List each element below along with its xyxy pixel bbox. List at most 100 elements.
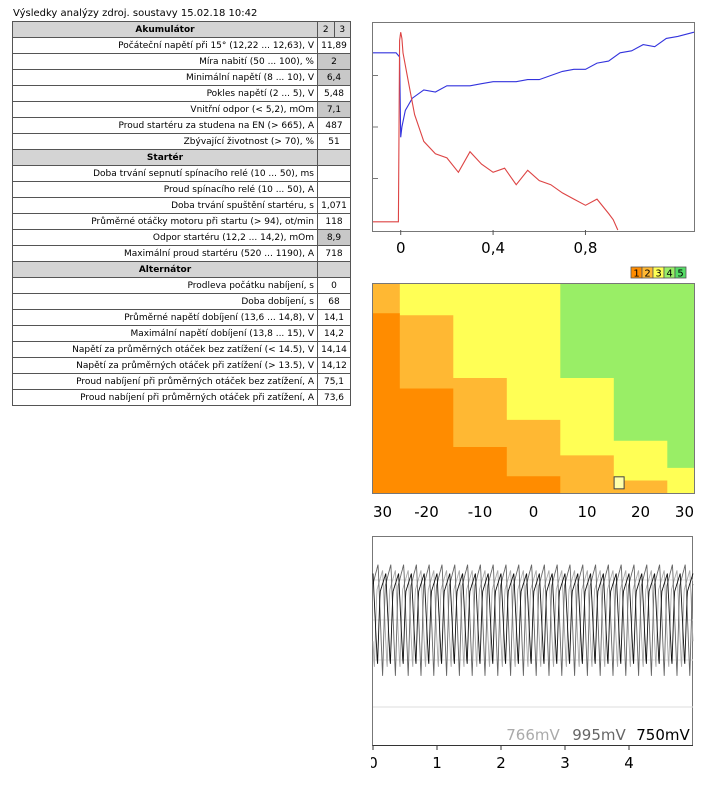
table-row: Proud nabíjení při průměrných otáček při… [12,389,351,406]
row-label: Napětí za průměrných otáček při zatížení… [12,357,318,374]
row-value: 75,1 [317,373,351,390]
row-value: 6,4 [317,69,351,86]
signal-trace-0 [372,570,694,667]
table-row: Počáteční napětí při 15° (12,22 ... 12,6… [12,37,351,54]
row-value: 14,2 [317,325,351,342]
row-value: 118 [317,213,351,230]
legend-swatch-5 [674,266,687,279]
x-tick-label: 30 [373,503,392,521]
x-tick-label: 1 [432,754,442,772]
x-tick-label: 30 [675,503,694,521]
row-label: Minimální napětí (8 ... 10), V [12,69,318,86]
row-value [317,165,351,182]
x-tick-label: 2 [496,754,506,772]
section-title: Startér [12,149,318,166]
table-row: Minimální napětí (8 ... 10), V 6,4 [12,69,351,86]
voltage-readout: 995mV [572,726,626,744]
row-label: Proud spínacího relé (10 ... 50), A [12,181,318,198]
row-value: 0 [317,277,351,294]
x-tick-label: 0,8 [574,239,598,257]
signal-trace-1 [372,564,694,676]
x-tick-label: 10 [577,503,596,521]
section-title: Alternátor [12,261,318,278]
table-row: Doba trvání sepnutí spínacího relé (10 .… [12,165,351,182]
x-tick-label: 0 [371,754,378,772]
legend-label: 3 [655,269,661,280]
table-row: Maximální napětí dobíjení (13,8 ... 15),… [12,325,351,342]
column-header: 3 [333,21,351,38]
legend-label: 5 [677,269,683,280]
table-row: Pokles napětí (2 ... 5), V 5,48 [12,85,351,102]
report-title: Výsledky analýzy zdroj. soustavy 15.02.1… [13,8,258,19]
table-row: Doba trvání spuštění startéru, s 1,071 [12,197,351,214]
row-label: Pokles napětí (2 ... 5), V [12,85,318,102]
results-table: Akumulátor 2 3 Počáteční napětí při 15° (12… [12,21,351,406]
table-row: Zbývající životnost (> 70), % 51 [12,133,351,150]
row-label: Proud nabíjení při průměrných otáček bez… [12,373,318,390]
row-value: 68 [317,293,351,310]
table-row: Odpor startéru (12,2 ... 14,2), mOm 8,9 [12,229,351,246]
row-label: Průměrné otáčky motoru při startu (> 94)… [12,213,318,230]
legend-label: 4 [666,269,672,280]
row-label: Odpor startéru (12,2 ... 14,2), mOm [12,229,318,246]
row-label: Napětí za průměrných otáček bez zatížení… [12,341,318,358]
row-value: 14,1 [317,309,351,326]
x-tick-label: 0 [396,239,406,257]
signal-trace-2 [372,573,694,664]
x-tick-label: -10 [468,503,493,521]
table-row: Proud startéru za studena na EN (> 665),… [12,117,351,134]
row-value [317,181,351,198]
row-label: Maximální napětí dobíjení (13,8 ... 15),… [12,325,318,342]
table-row: Proud nabíjení při průměrných otáček bez… [12,373,351,390]
table-row: Průměrné otáčky motoru při startu (> 94)… [12,213,351,230]
x-tick-label: 0,4 [481,239,505,257]
x-tick-label: 0 [529,503,539,521]
row-value: 2 [317,53,351,70]
column-header: 2 [317,21,335,38]
table-row: Míra nabití (50 ... 100), % 2 [12,53,351,70]
row-value: 14,12 [317,357,351,374]
section-title: Akumulátor [12,21,318,38]
row-label: Proud startéru za studena na EN (> 665),… [12,117,318,134]
row-value: 14,14 [317,341,351,358]
ignition-oscillogram-panel: 766mV 995mV 750mV 0 1 2 3 4 [368,535,697,775]
row-label: Vnitřní odpor (< 5,2), mOm [12,101,318,118]
series-line-1 [373,32,619,231]
row-label: Doba trvání sepnutí spínacího relé (10 .… [12,165,318,182]
row-value: 1,071 [317,197,351,214]
current-condition-marker [613,476,625,490]
row-label: Prodleva počátku nabíjení, s [12,277,318,294]
section-header: Alternátor [12,261,351,278]
x-tick-label: 20 [631,503,650,521]
voltage-readout: 766mV [506,726,560,744]
ignition-oscillogram: 766mV 995mV 750mV 0 1 2 3 4 [368,536,694,772]
row-value: 11,89 [317,37,351,54]
x-tick-label: 4 [624,754,634,772]
table-row: Napětí za průměrných otáček při zatížení… [12,357,351,374]
x-tick-label: 3 [560,754,570,772]
table-row: Doba dobíjení, s 68 [12,293,351,310]
row-value: 7,1 [317,101,351,118]
row-label: Proud nabíjení při průměrných otáček při… [12,389,318,406]
table-row: Proud spínacího relé (10 ... 50), A [12,181,351,198]
section-header-blank [317,261,351,278]
row-label: Počáteční napětí při 15° (12,22 ... 12,6… [12,37,318,54]
row-value: 5,48 [317,85,351,102]
legend-label: 1 [633,269,639,280]
section-header: Startér [12,149,351,166]
x-tick-label: -20 [414,503,439,521]
row-value: 73,6 [317,389,351,406]
voltage-current-chart: 0 0,4 0,8 [372,22,695,257]
row-label: Zbývající životnost (> 70), % [12,133,318,150]
voltage-readout: 750mV [636,726,690,744]
row-label: Doba dobíjení, s [12,293,318,310]
row-value: 718 [317,245,351,262]
row-value: 51 [317,133,351,150]
table-row: Průměrné napětí dobíjení (13,6 ... 14,8)… [12,309,351,326]
table-row: Vnitřní odpor (< 5,2), mOm 7,1 [12,101,351,118]
row-label: Průměrné napětí dobíjení (13,6 ... 14,8)… [12,309,318,326]
heatmap-band-1 [373,313,694,493]
